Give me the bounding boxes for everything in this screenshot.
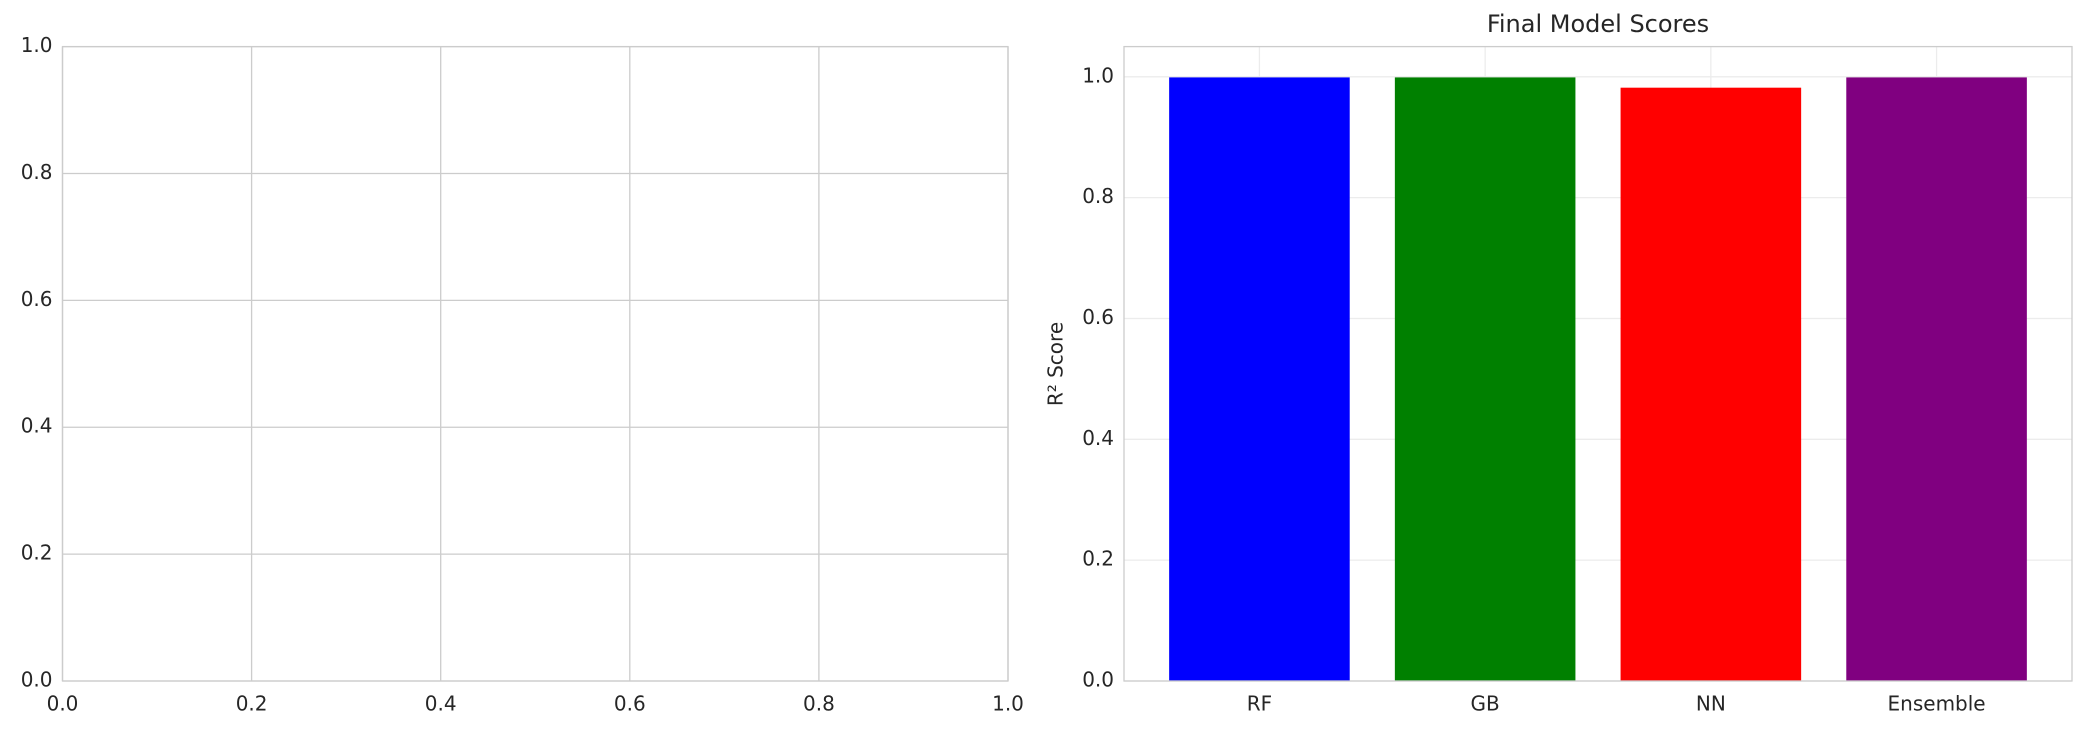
y-tick-label: 0.4	[1082, 426, 1114, 450]
x-tick-label: Ensemble	[1888, 692, 1986, 716]
y-tick-label: 0.6	[21, 287, 53, 311]
y-axis-label: R² Score	[1044, 322, 1068, 406]
bar	[1394, 77, 1576, 682]
x-tick-label: 0.0	[47, 692, 79, 716]
y-tick-label: 0.4	[21, 414, 53, 438]
x-tick-label: RF	[1247, 692, 1272, 716]
x-tick-label: 0.6	[614, 692, 646, 716]
y-tick-label: 1.0	[21, 33, 53, 57]
x-tick-label: GB	[1471, 692, 1500, 716]
y-tick-label: 0.8	[1082, 184, 1114, 208]
y-tick-label: 0.2	[1082, 547, 1114, 571]
axes-frame	[61, 45, 1009, 682]
bar	[1846, 77, 2027, 682]
x-tick-label: 0.4	[425, 692, 457, 716]
x-tick-label: 1.0	[992, 692, 1024, 716]
y-tick-label: 1.0	[1082, 63, 1114, 87]
x-tick-label: 0.8	[803, 692, 835, 716]
x-tick-label: NN	[1696, 692, 1726, 716]
y-tick-label: 0.0	[1082, 668, 1114, 692]
bar	[1620, 87, 1802, 682]
chart-title: Final Model Scores	[1487, 10, 1709, 38]
axes-frame	[1123, 45, 2073, 682]
y-tick-label: 0.2	[21, 541, 53, 565]
y-tick-label: 0.8	[21, 160, 53, 184]
bar	[1169, 77, 1350, 682]
y-tick-label: 0.0	[21, 668, 53, 692]
y-tick-label: 0.6	[1082, 305, 1114, 329]
x-tick-label: 0.2	[236, 692, 268, 716]
